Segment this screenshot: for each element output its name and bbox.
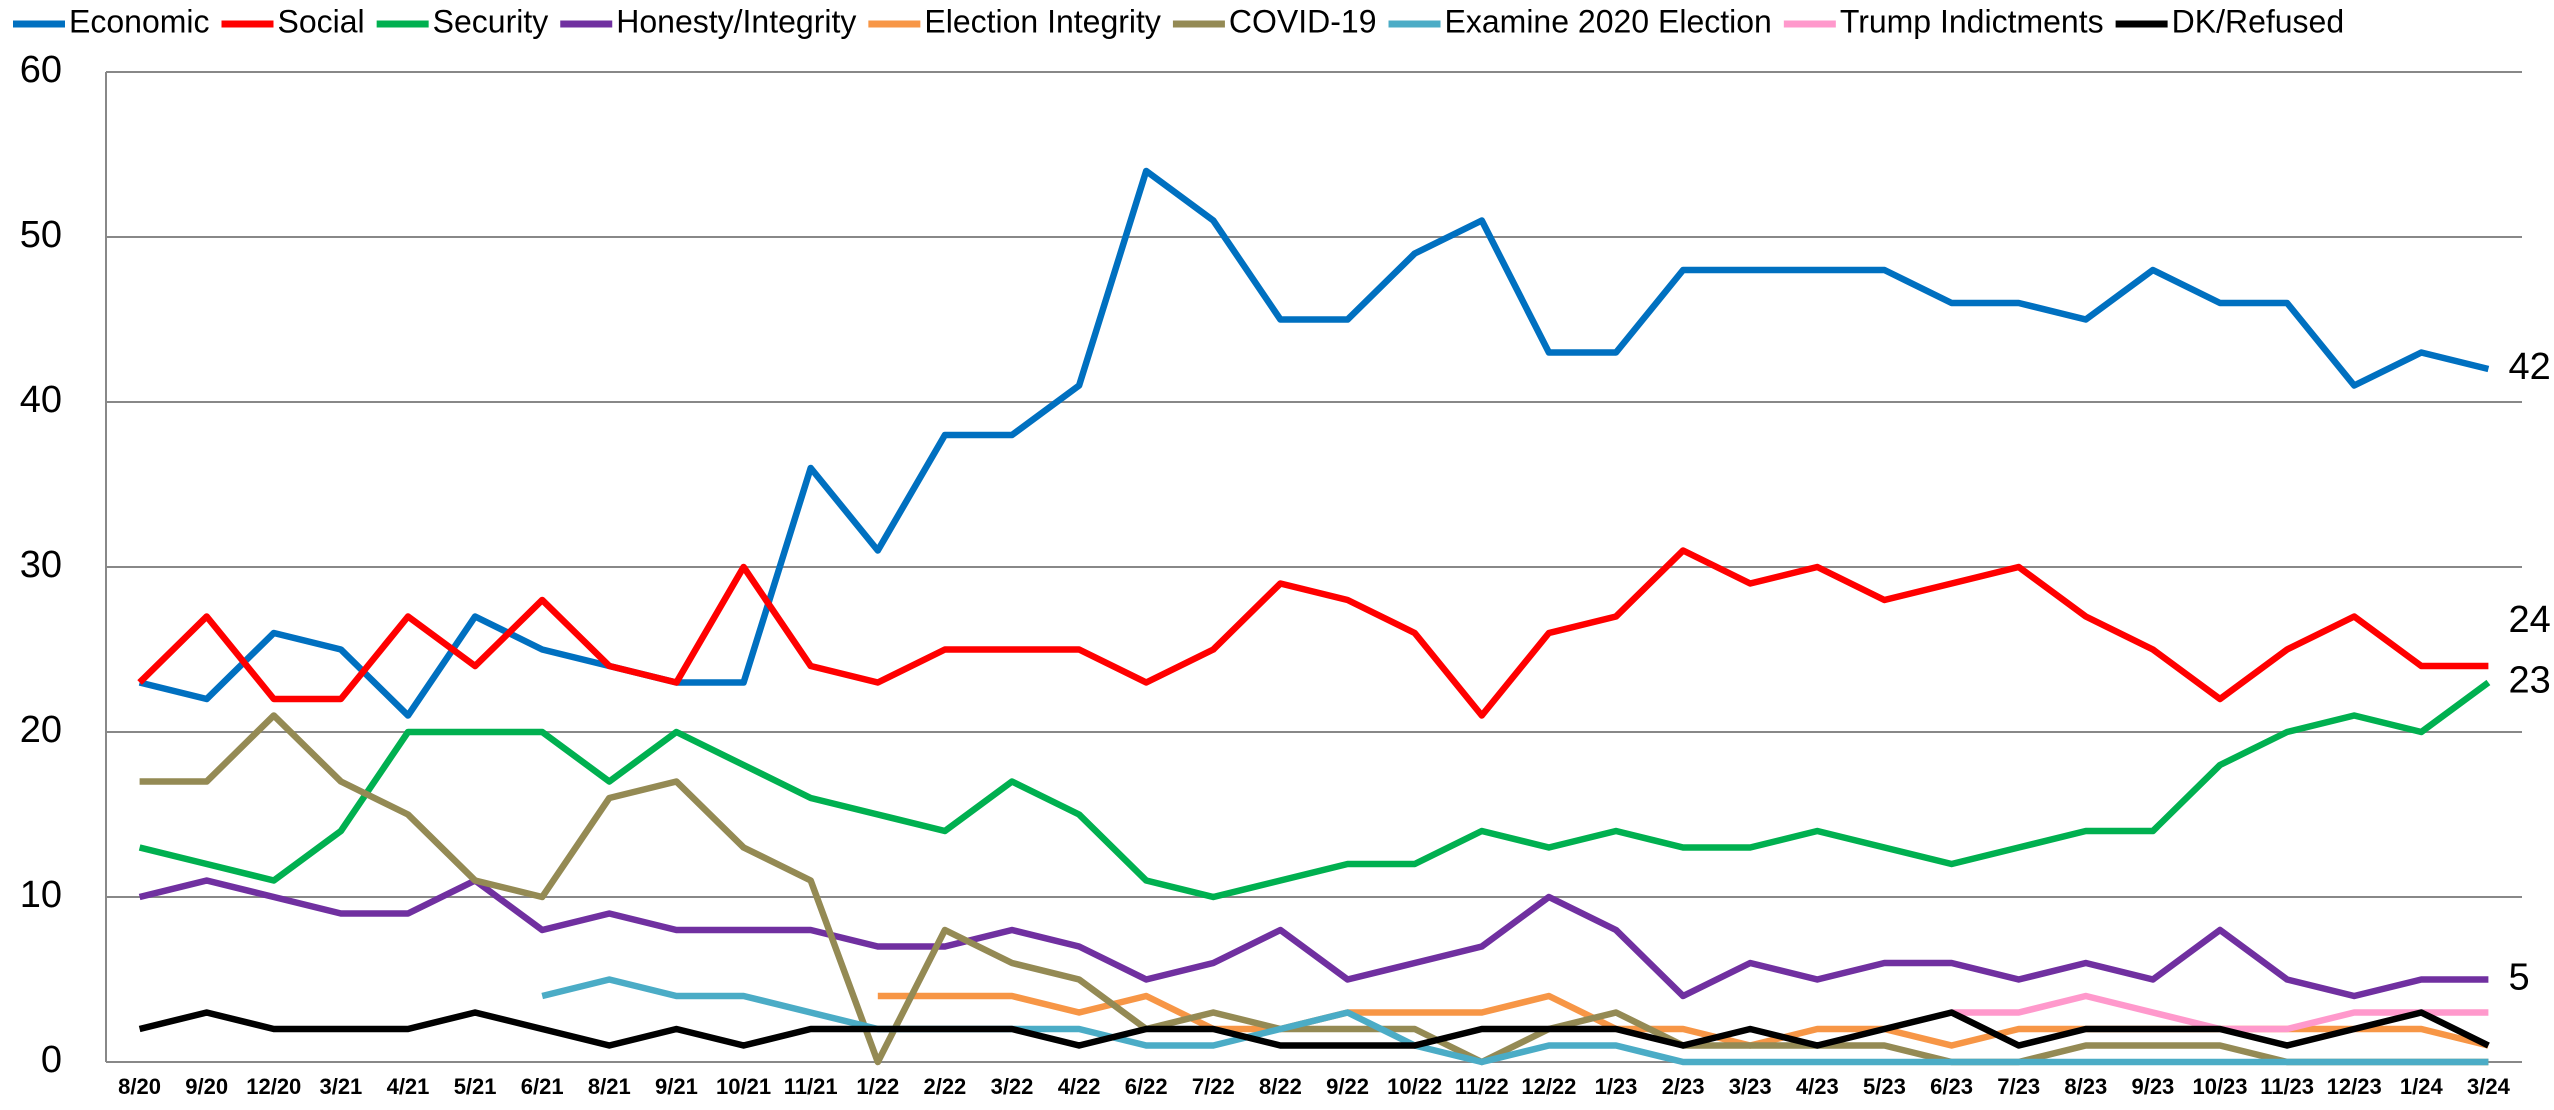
series-line <box>139 712 2489 1066</box>
x-tick-label: 12/22 <box>1521 1074 1576 1099</box>
x-tick-label: 3/22 <box>991 1074 1034 1099</box>
end-label: 42 <box>2508 346 2550 388</box>
x-tick-label: 4/22 <box>1058 1074 1101 1099</box>
x-tick-label: 12/23 <box>2327 1074 2382 1099</box>
x-tick-label: 2/23 <box>1662 1074 1705 1099</box>
y-tick-label: 50 <box>20 214 62 256</box>
x-tick-label: 8/22 <box>1259 1074 1302 1099</box>
x-tick-label: 4/23 <box>1796 1074 1839 1099</box>
x-tick-label: 9/22 <box>1326 1074 1369 1099</box>
x-tick-label: 8/21 <box>588 1074 631 1099</box>
legend-label: Social <box>278 3 365 39</box>
y-tick-label: 40 <box>20 379 62 421</box>
x-tick-label: 5/23 <box>1863 1074 1906 1099</box>
x-tick-label: 6/22 <box>1125 1074 1168 1099</box>
x-tick-label: 1/23 <box>1595 1074 1638 1099</box>
x-tick-label: 9/23 <box>2131 1074 2174 1099</box>
x-tick-label: 1/24 <box>2400 1074 2444 1099</box>
legend-label: Security <box>433 3 549 39</box>
y-tick-label: 30 <box>20 544 62 586</box>
series-line <box>138 877 2489 1000</box>
x-tick-label: 8/20 <box>118 1074 161 1099</box>
legend-label: Election Integrity <box>924 3 1161 39</box>
x-tick-label: 12/20 <box>246 1074 301 1099</box>
series-line <box>137 547 2489 719</box>
x-tick-label: 10/22 <box>1387 1074 1442 1099</box>
x-tick-label: 7/22 <box>1192 1074 1235 1099</box>
y-tick-label: 0 <box>41 1039 62 1081</box>
y-tick-label: 10 <box>20 874 62 916</box>
x-tick-label: 11/23 <box>2260 1074 2314 1099</box>
legend-label: Economic <box>69 3 210 39</box>
legend-label: Trump Indictments <box>1840 3 2104 39</box>
legend-label: COVID-19 <box>1229 3 1377 39</box>
x-tick-label: 8/23 <box>2064 1074 2107 1099</box>
x-tick-label: 1/22 <box>856 1074 899 1099</box>
x-tick-label: 3/21 <box>319 1074 362 1099</box>
series-line <box>138 679 2491 901</box>
x-tick-label: 11/21 <box>784 1074 838 1099</box>
x-tick-label: 4/21 <box>387 1074 430 1099</box>
series-line <box>138 167 2490 719</box>
end-label: 24 <box>2508 599 2550 641</box>
x-tick-label: 10/21 <box>716 1074 771 1099</box>
x-tick-label: 11/22 <box>1455 1074 1509 1099</box>
legend-label: Examine 2020 Election <box>1445 3 1772 39</box>
x-tick-label: 2/22 <box>923 1074 966 1099</box>
x-tick-label: 6/21 <box>521 1074 564 1099</box>
end-label: 5 <box>2508 957 2529 999</box>
x-tick-label: 10/23 <box>2192 1074 2247 1099</box>
x-tick-label: 3/23 <box>1729 1074 1772 1099</box>
end-label: 23 <box>2508 660 2550 702</box>
series-line <box>138 1009 2490 1049</box>
x-tick-label: 3/24 <box>2467 1074 2511 1099</box>
x-tick-label: 9/21 <box>655 1074 698 1099</box>
x-tick-label: 6/23 <box>1930 1074 1973 1099</box>
legend-label: Honesty/Integrity <box>616 3 856 39</box>
x-tick-label: 9/20 <box>185 1074 228 1099</box>
x-tick-label: 5/21 <box>454 1074 497 1099</box>
legend-label: DK/Refused <box>2172 3 2345 39</box>
y-tick-label: 20 <box>20 709 62 751</box>
x-tick-label: 7/23 <box>1997 1074 2040 1099</box>
y-tick-label: 60 <box>20 49 62 91</box>
